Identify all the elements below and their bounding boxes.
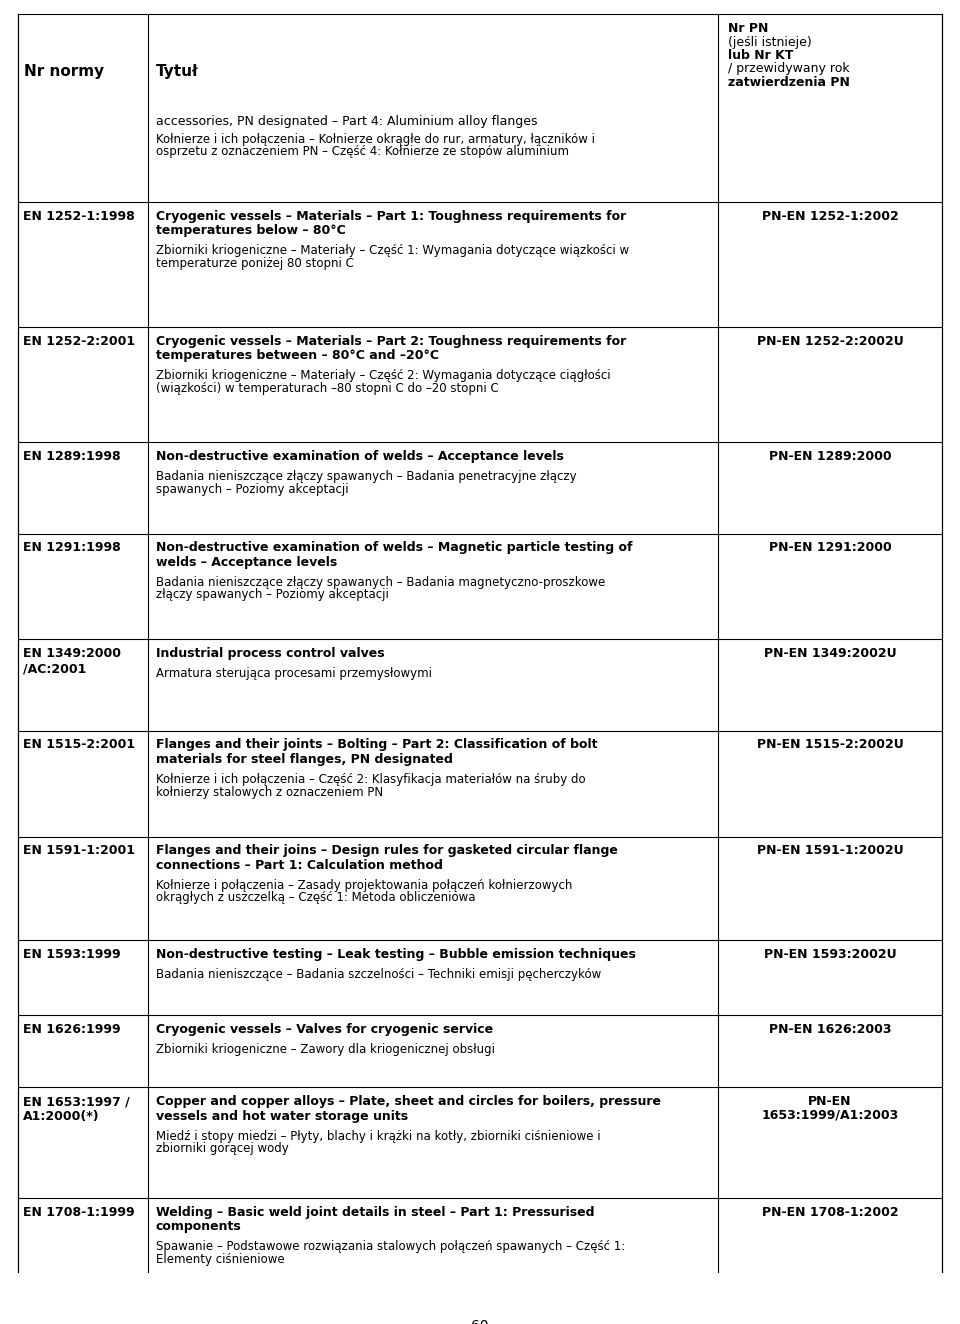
Text: Non-destructive testing – Leak testing – Bubble emission techniques: Non-destructive testing – Leak testing –… bbox=[156, 948, 636, 961]
Text: Welding – Basic weld joint details in steel – Part 1: Pressurised: Welding – Basic weld joint details in st… bbox=[156, 1206, 594, 1218]
Text: (jeśli istnieje): (jeśli istnieje) bbox=[728, 36, 812, 49]
Text: Cryogenic vessels – Valves for cryogenic service: Cryogenic vessels – Valves for cryogenic… bbox=[156, 1023, 493, 1037]
Text: EN 1252-1:1998: EN 1252-1:1998 bbox=[23, 209, 134, 222]
Text: Kołnierze i ich połączenia – Kołnierze okrągłe do rur, armatury, łączników i: Kołnierze i ich połączenia – Kołnierze o… bbox=[156, 132, 595, 146]
Text: temperaturze poniżej 80 stopni C: temperaturze poniżej 80 stopni C bbox=[156, 257, 354, 270]
Text: EN 1349:2000
/AC:2001: EN 1349:2000 /AC:2001 bbox=[23, 647, 121, 675]
Text: EN 1252-2:2001: EN 1252-2:2001 bbox=[23, 335, 135, 348]
Text: Flanges and their joins – Design rules for gasketed circular flange: Flanges and their joins – Design rules f… bbox=[156, 845, 618, 857]
Text: / przewidywany rok: / przewidywany rok bbox=[728, 62, 850, 75]
Text: accessories, PN designated – Part 4: Aluminium alloy flanges: accessories, PN designated – Part 4: Alu… bbox=[156, 115, 538, 128]
Text: Zbiorniki kriogeniczne – Materiały – Część 2: Wymagania dotyczące ciągłości: Zbiorniki kriogeniczne – Materiały – Czę… bbox=[156, 369, 611, 383]
Text: Cryogenic vessels – Materials – Part 1: Toughness requirements for: Cryogenic vessels – Materials – Part 1: … bbox=[156, 209, 626, 222]
Text: osprzetu z oznaczeniem PN – Część 4: Kołnierze ze stopów aluminium: osprzetu z oznaczeniem PN – Część 4: Koł… bbox=[156, 146, 569, 158]
Text: PN-EN 1626:2003: PN-EN 1626:2003 bbox=[769, 1023, 891, 1037]
Text: Zbiorniki kriogeniczne – Zawory dla kriogenicznej obsługi: Zbiorniki kriogeniczne – Zawory dla krio… bbox=[156, 1043, 495, 1057]
Text: Badania nieniszczące złączy spawanych – Badania penetracyjne złączy: Badania nieniszczące złączy spawanych – … bbox=[156, 470, 577, 483]
Text: Kołnierze i ich połączenia – Część 2: Klasyfikacja materiałów na śruby do: Kołnierze i ich połączenia – Część 2: Kl… bbox=[156, 773, 586, 786]
Text: Badania nieniszczące – Badania szczelności – Techniki emisji pęcherczyków: Badania nieniszczące – Badania szczelnoś… bbox=[156, 968, 601, 981]
Text: PN-EN: PN-EN bbox=[808, 1095, 852, 1108]
Text: components: components bbox=[156, 1221, 242, 1233]
Text: EN 1291:1998: EN 1291:1998 bbox=[23, 542, 121, 555]
Text: Industrial process control valves: Industrial process control valves bbox=[156, 647, 385, 661]
Text: EN 1626:1999: EN 1626:1999 bbox=[23, 1023, 121, 1037]
Text: temperatures between – 80°C and –20°C: temperatures between – 80°C and –20°C bbox=[156, 350, 439, 361]
Text: materials for steel flanges, PN designated: materials for steel flanges, PN designat… bbox=[156, 753, 453, 765]
Text: EN 1591-1:2001: EN 1591-1:2001 bbox=[23, 845, 135, 857]
Text: zatwierdzenia PN: zatwierdzenia PN bbox=[728, 75, 850, 89]
Text: Flanges and their joints – Bolting – Part 2: Classification of bolt: Flanges and their joints – Bolting – Par… bbox=[156, 739, 597, 752]
Text: Copper and copper alloys – Plate, sheet and circles for boilers, pressure: Copper and copper alloys – Plate, sheet … bbox=[156, 1095, 661, 1108]
Text: spawanych – Poziomy akceptacji: spawanych – Poziomy akceptacji bbox=[156, 483, 348, 495]
Text: Kołnierze i połączenia – Zasady projektowania połączeń kołnierzowych: Kołnierze i połączenia – Zasady projekto… bbox=[156, 879, 572, 892]
Text: Badania nieniszczące złączy spawanych – Badania magnetyczno-proszkowe: Badania nieniszczące złączy spawanych – … bbox=[156, 576, 605, 589]
Text: Armatura sterująca procesami przemysłowymi: Armatura sterująca procesami przemysłowy… bbox=[156, 667, 432, 681]
Text: EN 1289:1998: EN 1289:1998 bbox=[23, 450, 121, 463]
Text: Miedź i stopy miedzi – Płyty, blachy i krążki na kotły, zbiorniki ciśnieniowe i: Miedź i stopy miedzi – Płyty, blachy i k… bbox=[156, 1129, 601, 1143]
Text: lub Nr KT: lub Nr KT bbox=[728, 49, 793, 62]
Text: EN 1708-1:1999: EN 1708-1:1999 bbox=[23, 1206, 134, 1218]
Text: okrągłych z uszczelką – Część 1: Metoda obliczeniowa: okrągłych z uszczelką – Część 1: Metoda … bbox=[156, 891, 475, 904]
Text: Nr PN: Nr PN bbox=[728, 23, 768, 36]
Text: EN 1593:1999: EN 1593:1999 bbox=[23, 948, 121, 961]
Text: temperatures below – 80°C: temperatures below – 80°C bbox=[156, 224, 346, 237]
Text: PN-EN 1291:2000: PN-EN 1291:2000 bbox=[769, 542, 892, 555]
Text: zbiorniki gorącej wody: zbiorniki gorącej wody bbox=[156, 1143, 289, 1156]
Text: PN-EN 1515-2:2002U: PN-EN 1515-2:2002U bbox=[756, 739, 903, 752]
Text: 60: 60 bbox=[471, 1319, 489, 1324]
Text: złączy spawanych – Poziomy akceptacji: złączy spawanych – Poziomy akceptacji bbox=[156, 588, 389, 601]
Text: PN-EN 1591-1:2002U: PN-EN 1591-1:2002U bbox=[756, 845, 903, 857]
Text: vessels and hot water storage units: vessels and hot water storage units bbox=[156, 1110, 408, 1123]
Text: 1653:1999/A1:2003: 1653:1999/A1:2003 bbox=[761, 1108, 899, 1121]
Text: PN-EN 1593:2002U: PN-EN 1593:2002U bbox=[764, 948, 897, 961]
Text: Non-destructive examination of welds – Acceptance levels: Non-destructive examination of welds – A… bbox=[156, 450, 564, 463]
Text: connections – Part 1: Calculation method: connections – Part 1: Calculation method bbox=[156, 859, 443, 871]
Text: welds – Acceptance levels: welds – Acceptance levels bbox=[156, 556, 337, 569]
Text: Cryogenic vessels – Materials – Part 2: Toughness requirements for: Cryogenic vessels – Materials – Part 2: … bbox=[156, 335, 626, 348]
Text: Tytuł: Tytuł bbox=[156, 65, 199, 79]
Text: Nr normy: Nr normy bbox=[24, 65, 104, 79]
Text: kołnierzy stalowych z oznaczeniem PN: kołnierzy stalowych z oznaczeniem PN bbox=[156, 785, 383, 798]
Text: PN-EN 1349:2002U: PN-EN 1349:2002U bbox=[764, 647, 897, 661]
Text: Zbiorniki kriogeniczne – Materiały – Część 1: Wymagania dotyczące wiązkości w: Zbiorniki kriogeniczne – Materiały – Czę… bbox=[156, 244, 629, 257]
Text: Spawanie – Podstawowe rozwiązania stalowych połączeń spawanych – Część 1:: Spawanie – Podstawowe rozwiązania stalow… bbox=[156, 1241, 625, 1254]
Text: PN-EN 1289:2000: PN-EN 1289:2000 bbox=[769, 450, 891, 463]
Text: PN-EN 1252-2:2002U: PN-EN 1252-2:2002U bbox=[756, 335, 903, 348]
Text: EN 1515-2:2001: EN 1515-2:2001 bbox=[23, 739, 135, 752]
Text: PN-EN 1708-1:2002: PN-EN 1708-1:2002 bbox=[761, 1206, 899, 1218]
Text: Non-destructive examination of welds – Magnetic particle testing of: Non-destructive examination of welds – M… bbox=[156, 542, 633, 555]
Text: Elementy ciśnieniowe: Elementy ciśnieniowe bbox=[156, 1253, 284, 1266]
Text: EN 1653:1997 /
A1:2000(*): EN 1653:1997 / A1:2000(*) bbox=[23, 1095, 130, 1123]
Text: (wiązkości) w temperaturach –80 stopni C do –20 stopni C: (wiązkości) w temperaturach –80 stopni C… bbox=[156, 381, 499, 395]
Text: PN-EN 1252-1:2002: PN-EN 1252-1:2002 bbox=[761, 209, 899, 222]
